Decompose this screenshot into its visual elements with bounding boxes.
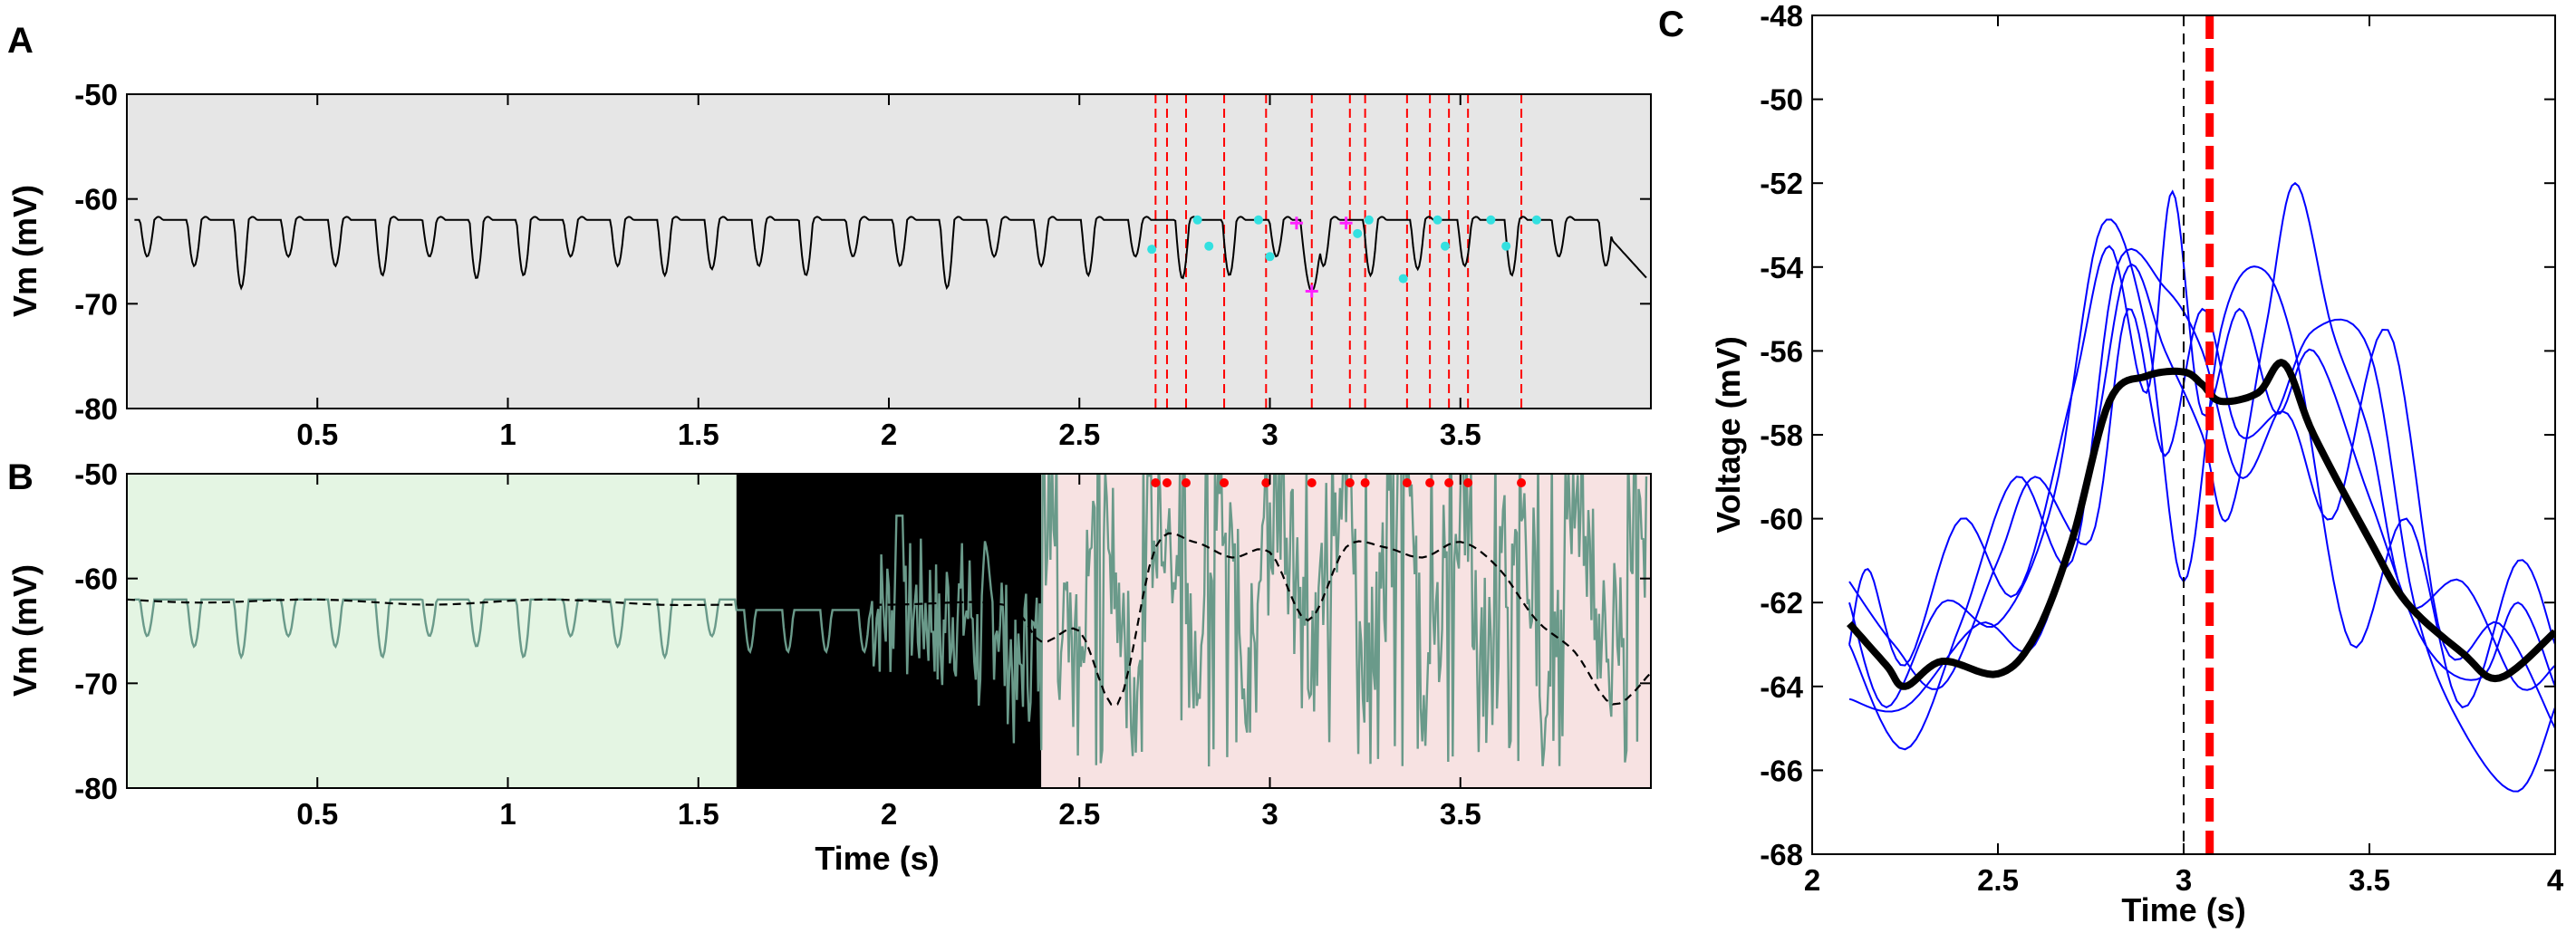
trial-series-line — [1848, 218, 2555, 709]
x-tick-label: 3 — [1261, 797, 1278, 831]
event-dot — [1181, 478, 1191, 487]
cyan-marker — [1398, 274, 1408, 284]
y-tick-label: -60 — [74, 183, 118, 216]
y-tick-label: -54 — [1760, 251, 1803, 284]
y-tick-label: -60 — [74, 563, 118, 596]
trial-series-line — [1848, 181, 2555, 713]
magenta-marker — [1305, 284, 1318, 298]
panel-c: C 2 2.5 3 3.5 4 -48 -50 -52 -54 -56 -58 -60 -62 -64 -6… — [1658, 0, 2564, 928]
panel-b: B 0.5 1 1.5 2 2.5 3 3.5 -50 -60 -70 -80 Vm (mV) Ti… — [6, 457, 1652, 877]
event-dot — [1360, 478, 1370, 487]
event-dot — [1220, 478, 1230, 487]
panel-b-ticks: 0.5 1 1.5 2 2.5 3 3.5 -50 -60 -70 -80 — [74, 457, 1651, 831]
cyan-marker — [1253, 215, 1263, 225]
panel-c-letter: C — [1658, 5, 1684, 44]
cyan-marker — [1192, 215, 1202, 225]
cyan-marker — [1501, 241, 1511, 251]
magenta-marker — [1339, 216, 1353, 230]
panel-b-trace — [134, 474, 1648, 767]
x-tick-label: 2 — [881, 418, 897, 451]
panel-a: A 0.5 1 1.5 2 2.5 3 3.5 -50 -60 -70 -80 Vm (mV) — [6, 21, 1652, 451]
panel-a-background — [127, 94, 1651, 409]
panel-c-xlabel: Time (s) — [2121, 891, 2245, 928]
x-tick-label: 0.5 — [296, 418, 338, 451]
x-tick-label: 2 — [881, 797, 897, 831]
panel-a-trace — [134, 216, 1647, 292]
cyan-marker — [1440, 241, 1450, 251]
trial-series-line — [1848, 189, 2555, 688]
x-tick-label: 3 — [2176, 863, 2192, 897]
cyan-marker — [1433, 215, 1442, 225]
x-tick-label: 2.5 — [1058, 797, 1100, 831]
cyan-marker — [1486, 215, 1496, 225]
event-dot — [1463, 478, 1473, 487]
x-tick-label: 1 — [499, 418, 516, 451]
y-tick-label: -80 — [74, 392, 118, 426]
x-tick-label: 2.5 — [1977, 863, 2019, 897]
panel-c-ylabel: Voltage (mV) — [1710, 336, 1747, 533]
x-tick-label: 3 — [1261, 418, 1278, 451]
event-dot — [1307, 478, 1317, 487]
panel-a-event-lines — [1154, 94, 1523, 409]
x-tick-label: 1.5 — [678, 797, 719, 831]
y-tick-label: -68 — [1760, 838, 1803, 871]
panel-a-ticks: 0.5 1 1.5 2 2.5 3 3.5 -50 -60 -70 -80 — [74, 78, 1651, 451]
event-dot — [1517, 478, 1527, 487]
panel-c-ticks: 2 2.5 3 3.5 4 -48 -50 -52 -54 -56 -58 -60 -62 -64 -66 -… — [1760, 0, 2564, 897]
cyan-marker — [1364, 215, 1374, 225]
y-tick-label: -64 — [1760, 670, 1803, 704]
event-dot — [1162, 478, 1172, 487]
magenta-marker — [1289, 216, 1303, 230]
x-tick-label: 4 — [2547, 863, 2564, 897]
x-tick-label: 1.5 — [678, 418, 719, 451]
panel-b-letter: B — [7, 457, 34, 497]
event-dot — [1425, 478, 1435, 487]
event-dot — [1402, 478, 1412, 487]
panel-c-mean-series — [1847, 359, 2555, 690]
x-tick-label: 2 — [1804, 863, 1820, 897]
panel-b-envelope — [127, 532, 1651, 706]
y-tick-label: -70 — [74, 287, 118, 321]
y-tick-label: -48 — [1760, 0, 1803, 33]
y-tick-label: -62 — [1760, 586, 1803, 620]
y-tick-label: -50 — [74, 457, 118, 491]
x-tick-label: 3.5 — [1440, 797, 1481, 831]
x-tick-label: 1 — [499, 797, 516, 831]
cyan-marker — [1353, 228, 1363, 238]
y-tick-label: -58 — [1760, 418, 1803, 452]
y-tick-label: -56 — [1760, 334, 1803, 368]
cyan-marker — [1147, 245, 1157, 255]
event-dot — [1261, 478, 1271, 487]
panel-b-event-dots — [1151, 478, 1527, 487]
cyan-marker — [1531, 215, 1541, 225]
panel-a-ylabel: Vm (mV) — [6, 185, 43, 317]
panel-a-markers — [1147, 215, 1541, 298]
event-dot — [1151, 478, 1161, 487]
cyan-marker — [1204, 241, 1214, 251]
event-dot — [1444, 478, 1454, 487]
x-tick-label: 2.5 — [1058, 418, 1100, 451]
y-tick-label: -52 — [1760, 167, 1803, 200]
y-tick-label: -50 — [74, 78, 118, 111]
trial-series-line — [1848, 247, 2555, 793]
cyan-marker — [1265, 252, 1275, 262]
x-tick-label: 0.5 — [296, 797, 338, 831]
panel-c-trials — [1848, 181, 2555, 793]
y-tick-label: -60 — [1760, 503, 1803, 536]
panel-b-xlabel: Time (s) — [815, 840, 939, 877]
y-tick-label: -50 — [1760, 83, 1803, 117]
y-tick-label: -70 — [74, 667, 118, 700]
panel-a-letter: A — [7, 21, 34, 61]
y-tick-label: -80 — [74, 772, 118, 805]
x-tick-label: 3.5 — [2349, 863, 2390, 897]
event-dot — [1345, 478, 1355, 487]
panel-b-ylabel: Vm (mV) — [6, 564, 43, 697]
y-tick-label: -66 — [1760, 754, 1803, 787]
x-tick-label: 3.5 — [1440, 418, 1481, 451]
